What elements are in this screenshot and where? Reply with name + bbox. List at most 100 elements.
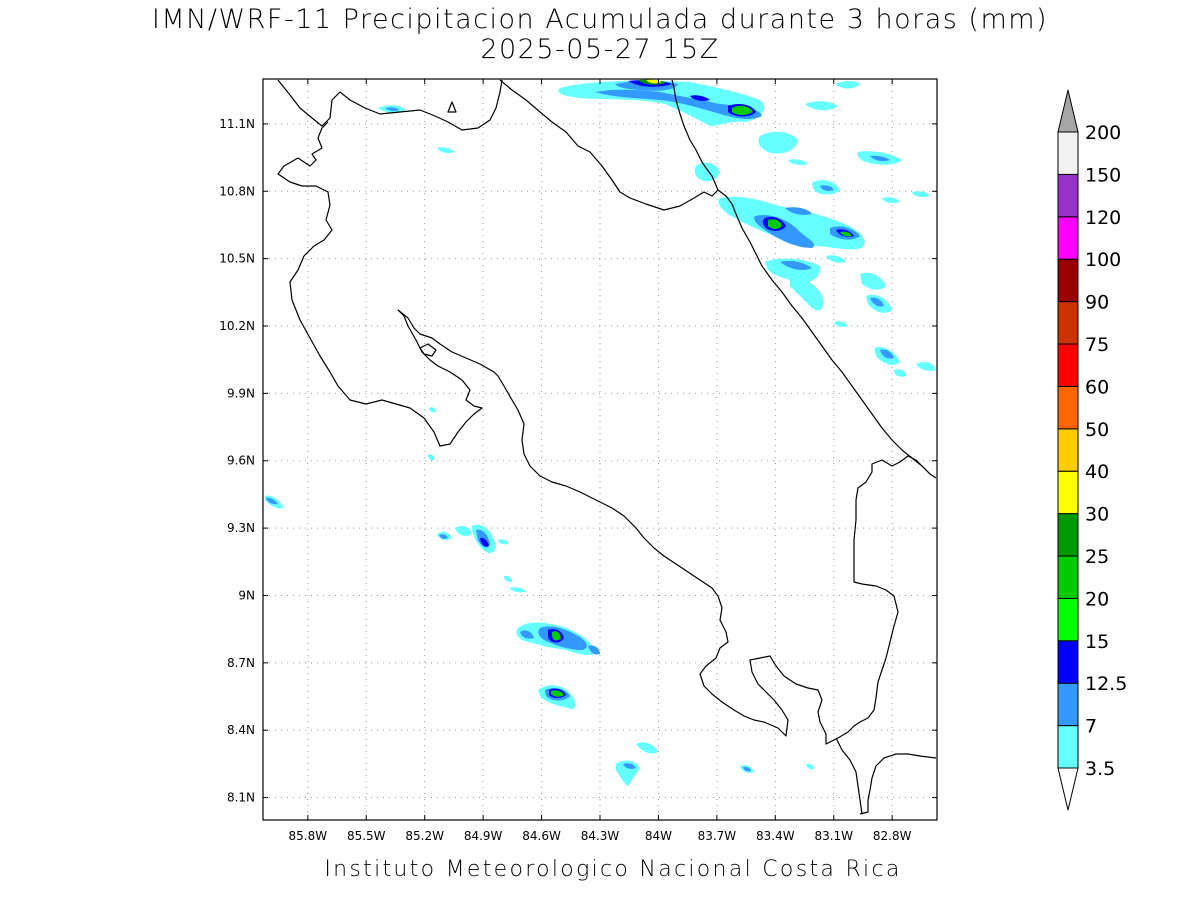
precipitation-contours	[265, 79, 936, 786]
colorbar-segment	[1057, 470, 1079, 515]
y-tick-label: 8.1N	[227, 791, 255, 805]
colorbar-segment	[1057, 682, 1079, 727]
y-tick-label: 9.6N	[227, 454, 255, 468]
precip-cell	[595, 89, 762, 120]
colorbar-segment	[1057, 513, 1079, 557]
precip-cell	[623, 763, 636, 769]
colorbar-label: 150	[1085, 164, 1121, 186]
y-tick-label: 10.5N	[219, 252, 255, 266]
colorbar-segment	[1057, 597, 1079, 642]
precip-cell	[455, 526, 472, 536]
precip-cell	[780, 260, 812, 270]
precip-cell	[428, 454, 435, 461]
precip-cell	[790, 278, 824, 311]
precip-cell	[480, 537, 489, 547]
precip-cell	[788, 159, 808, 165]
credit-footer: Instituto Meteorologico Nacional Costa R…	[324, 857, 902, 882]
precip-cell	[510, 587, 526, 593]
x-tick-label: 83.7W	[698, 829, 737, 843]
colorbar-label: 100	[1085, 249, 1121, 271]
colorbar-segment	[1057, 216, 1079, 260]
precip-cell	[694, 162, 720, 182]
colorbar-segment	[1057, 301, 1079, 345]
precip-cell	[690, 95, 710, 101]
map-axes: 85.8W 85.5W 85.2W 84.9W 84.6W 84.3W 84W 83.7W 83…	[219, 79, 937, 843]
colorbar-extend-bottom	[1057, 767, 1079, 811]
y-tick-label: 10.2N	[219, 319, 255, 333]
chart-title: IMN/WRF-11 Precipitacion Acumulada duran…	[151, 4, 1049, 35]
colorbar-label: 25	[1085, 546, 1109, 568]
colorbar-extend-top	[1057, 89, 1079, 133]
precip-cell	[504, 575, 512, 582]
precip-cell	[834, 321, 848, 327]
colorbar-label: 3.5	[1085, 758, 1115, 780]
nicoya-gulf-coast	[397, 309, 937, 745]
colorbar-segment	[1057, 725, 1079, 769]
x-tick-label: 84.6W	[522, 829, 561, 843]
lake-nicaragua-islet	[447, 101, 457, 113]
precip-cell	[636, 742, 658, 754]
precip-cell	[429, 407, 436, 413]
precip-cell	[916, 362, 936, 371]
precip-cell	[758, 131, 798, 154]
precip-cell	[743, 766, 751, 772]
colorbar-segment	[1057, 258, 1079, 303]
colorbar-label: 7	[1085, 716, 1097, 738]
y-tick-label: 9.9N	[227, 386, 255, 400]
chart-subtitle-datetime: 2025-05-27 15Z	[480, 34, 720, 65]
panama-coast-south	[835, 737, 863, 815]
panama-border	[859, 753, 937, 815]
y-tick-label: 8.4N	[227, 723, 255, 737]
x-tick-label: 84.3W	[581, 829, 620, 843]
caribbean-coast	[717, 189, 931, 475]
precip-cell	[870, 155, 890, 162]
colorbar-segment	[1057, 173, 1079, 218]
colorbar-label: 120	[1085, 207, 1121, 229]
colorbar-label: 90	[1085, 292, 1109, 314]
colorbar-segment	[1057, 640, 1079, 684]
colorbar-label: 15	[1085, 631, 1109, 653]
precip-cell	[912, 191, 930, 197]
precip-cell	[498, 539, 508, 545]
x-tick-label: 84W	[645, 829, 672, 843]
colorbar-label: 60	[1085, 376, 1109, 398]
precip-cell	[840, 231, 852, 237]
precip-cell	[588, 645, 600, 655]
x-tick-label: 82.8W	[873, 829, 912, 843]
x-tick-label: 83.4W	[756, 829, 795, 843]
colorbar-segment	[1057, 555, 1079, 599]
colorbar: 3.5 7 12.5 15 20 25 30 40 50 60 75 90 100 120 150 200	[1057, 89, 1127, 811]
precip-cell	[806, 763, 814, 770]
precip-cell	[882, 197, 900, 203]
colorbar-label: 40	[1085, 461, 1109, 483]
precip-cell	[768, 219, 782, 229]
colorbar-label: 50	[1085, 419, 1109, 441]
colorbar-label: 12.5	[1085, 673, 1127, 695]
colorbar-segment	[1057, 428, 1079, 472]
precip-cell	[835, 81, 860, 89]
precip-cell	[552, 631, 561, 641]
x-tick-label: 85.2W	[405, 829, 444, 843]
nicaragua-coast	[277, 79, 503, 131]
precip-cell	[439, 534, 448, 539]
x-tick-label: 84.9W	[464, 829, 503, 843]
x-tick-label: 85.8W	[289, 829, 328, 843]
precip-cell	[870, 297, 884, 307]
y-tick-label: 8.7N	[227, 656, 255, 670]
precip-cell	[718, 196, 865, 250]
nicaragua-costa-rica-border	[499, 79, 719, 211]
precip-cell	[894, 369, 906, 377]
precip-cell	[860, 272, 886, 290]
lake-island	[419, 343, 437, 357]
map-frame	[263, 79, 937, 820]
precip-cell	[826, 255, 846, 263]
precip-cell	[385, 107, 399, 112]
precip-cell	[266, 497, 278, 505]
colorbar-segment	[1057, 385, 1079, 430]
gridlines	[263, 79, 937, 820]
coastline-and-borders	[277, 79, 937, 815]
precip-cell	[785, 207, 812, 215]
y-tick-label: 11.1N	[219, 117, 255, 131]
x-tick-label: 85.5W	[347, 829, 386, 843]
